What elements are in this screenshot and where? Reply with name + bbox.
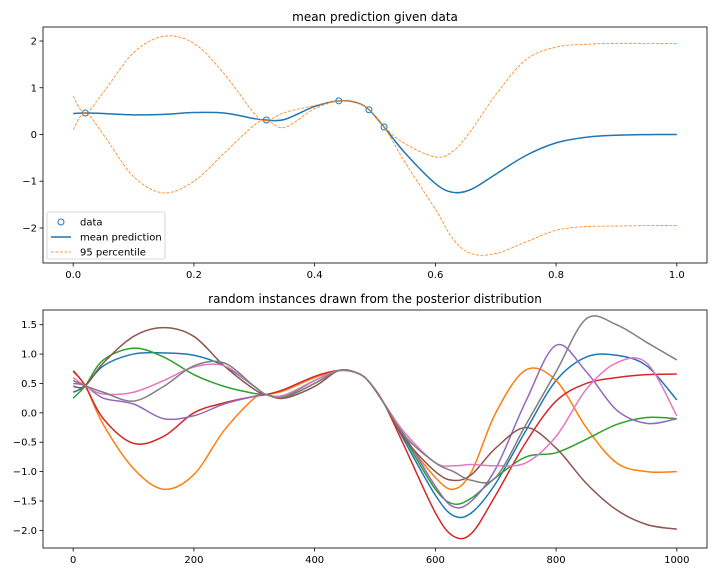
chart-title: random instances drawn from the posterio… — [208, 292, 542, 306]
y-tick: 1.0 — [21, 350, 43, 361]
panel-posterior-samples: random instances drawn from the posterio… — [13, 292, 708, 566]
y-tick-label: −2.0 — [13, 526, 37, 537]
data-point — [380, 123, 388, 131]
legend-label: 95 percentile — [80, 248, 146, 259]
posterior-sample-line-4 — [72, 369, 677, 540]
x-tick: 0 — [70, 548, 76, 566]
y-tick: 0 — [31, 130, 43, 141]
x-tick-label: 400 — [305, 555, 324, 566]
x-tick-label: 200 — [184, 555, 203, 566]
x-tick-label: 800 — [547, 555, 566, 566]
y-tick-label: −1.5 — [13, 496, 37, 507]
mean-prediction-line — [73, 99, 677, 194]
y-tick: 2 — [31, 37, 43, 48]
legend-swatch — [57, 218, 65, 226]
y-tick-label: −0.5 — [13, 438, 37, 449]
y-tick-label: 1.5 — [21, 320, 37, 331]
x-tick-label: 0.8 — [548, 270, 564, 281]
posterior-sample-line-8 — [72, 315, 678, 484]
y-tick-label: −1 — [22, 177, 37, 188]
x-tick-label: 0.6 — [427, 270, 443, 281]
x-tick: 0.2 — [186, 263, 202, 281]
y-tick-label: −1.0 — [13, 467, 37, 478]
y-tick: 0.0 — [21, 408, 43, 419]
y-tick: 0.5 — [21, 379, 43, 390]
x-tick-label: 0 — [70, 555, 76, 566]
legend: data mean prediction 95 percentile — [46, 211, 166, 260]
x-tick: 0.8 — [548, 263, 564, 281]
y-tick-label: 0.5 — [21, 379, 37, 390]
x-tick: 800 — [547, 548, 566, 566]
plot-area — [72, 315, 678, 540]
y-tick-label: 1.0 — [21, 350, 37, 361]
y-tick-label: 1 — [31, 83, 37, 94]
y-tick-label: −2 — [22, 223, 37, 234]
x-tick-label: 1000 — [664, 555, 689, 566]
y-tick: 1 — [31, 83, 43, 94]
x-tick: 1000 — [664, 548, 690, 566]
posterior-sample-line-1 — [72, 351, 678, 519]
data-point — [365, 106, 373, 114]
x-tick: 0.4 — [307, 263, 323, 281]
y-tick: −1.0 — [13, 467, 43, 478]
x-tick-label: 0.2 — [186, 270, 202, 281]
x-tick: 0.0 — [65, 263, 81, 281]
y-tick: −2.0 — [13, 526, 43, 537]
y-tick: −0.5 — [13, 438, 43, 449]
plot-area — [72, 35, 677, 256]
x-tick: 200 — [184, 548, 203, 566]
x-tick: 400 — [305, 548, 324, 566]
x-tick: 600 — [426, 548, 445, 566]
y-tick-label: 0 — [31, 130, 37, 141]
x-tick-label: 0.0 — [65, 270, 81, 281]
y-tick: −1.5 — [13, 496, 43, 507]
y-tick: −1 — [22, 177, 43, 188]
x-tick: 1.0 — [669, 263, 685, 281]
legend-label: data — [80, 218, 103, 229]
y-tick: 1.5 — [21, 320, 43, 331]
x-tick-label: 0.4 — [307, 270, 323, 281]
chart-title: mean prediction given data — [292, 10, 458, 24]
legend-box — [46, 211, 166, 260]
x-tick-label: 600 — [426, 555, 445, 566]
percentile-line — [72, 100, 677, 256]
y-tick-label: 2 — [31, 37, 37, 48]
legend-label: mean prediction — [80, 233, 162, 244]
posterior-sample-line-7 — [72, 357, 678, 467]
percentile-line — [72, 35, 677, 158]
x-tick-label: 1.0 — [669, 270, 685, 281]
panel-mean-prediction: mean prediction given data 0.0 0.2 0.4 0.6 0… — [22, 10, 708, 281]
x-tick: 0.6 — [427, 263, 443, 281]
axes-frame — [42, 309, 708, 549]
y-tick: −2 — [22, 223, 43, 234]
y-tick-label: 0.0 — [21, 408, 37, 419]
axes-frame — [42, 26, 708, 264]
